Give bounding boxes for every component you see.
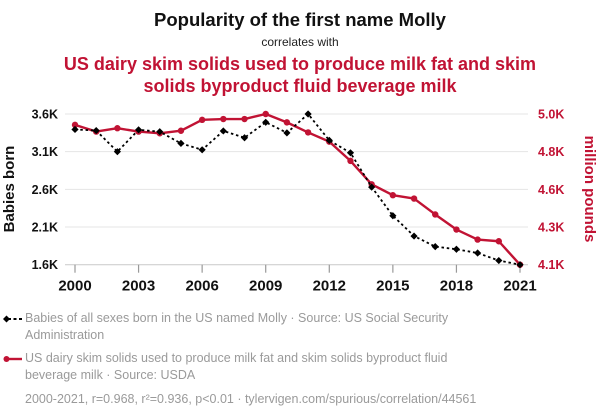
data-point-diamond (516, 261, 524, 269)
data-point-circle (262, 110, 269, 118)
dashed-line-diamond-icon (3, 315, 22, 323)
data-point-circle (432, 211, 439, 218)
y-axis-left-tick-label: 1.6K (32, 258, 58, 272)
legend-item-skim-solids: US dairy skim solids used to produce mil… (3, 350, 600, 384)
y-axis-left-tick-label: 2.6K (32, 183, 58, 197)
legend-item-molly: Babies of all sexes born in the US named… (3, 310, 600, 344)
data-point-diamond (262, 118, 270, 126)
y-axis-right-tick-label: 4.6K (538, 183, 564, 197)
data-point-diamond (368, 183, 376, 191)
data-point-circle (453, 226, 460, 233)
data-point-diamond (198, 146, 206, 154)
data-point-diamond (283, 129, 291, 137)
y-axis-right-tick-label: 5.0K (538, 108, 564, 122)
data-point-circle (198, 116, 206, 124)
correlates-with-text: correlates with (261, 35, 339, 49)
y-axis-right-title: million pounds (581, 136, 598, 243)
data-point-diamond (177, 139, 185, 147)
data-point-diamond (92, 126, 100, 135)
data-point-diamond (474, 249, 482, 257)
data-point-circle (177, 127, 185, 134)
data-point-diamond (346, 149, 355, 157)
y-axis-left-title: Babies born (1, 146, 18, 233)
data-point-circle (347, 157, 354, 165)
data-point-diamond (431, 243, 439, 251)
y-axis-left-tick-label: 3.6K (32, 108, 58, 122)
chart-area: 3.6K 5.0K 3.1K 4.8K 2.6K 4.6K 2.1K 4.3K 1.6K 4.1K… (0, 99, 600, 304)
data-point-circle (241, 115, 248, 123)
data-point-diamond (71, 125, 79, 134)
data-point-diamond (134, 126, 143, 134)
x-axis-tick-label: 2021 (503, 278, 536, 295)
data-point-circle (474, 236, 481, 243)
x-axis-tick-label: 2009 (249, 278, 282, 295)
legend-label: Babies of all sexes born in the US named… (25, 311, 449, 342)
data-point-circle (389, 192, 397, 199)
data-point-circle (114, 125, 121, 132)
stats-footnote: 2000-2021, r=0.968, r²=0.936, p<0.01 · t… (25, 392, 477, 406)
page-title: Popularity of the first name Molly (154, 9, 446, 30)
data-point-diamond (304, 110, 312, 118)
chart-header: Popularity of the first name Molly corre… (0, 8, 600, 97)
data-point-diamond (495, 256, 503, 265)
chart-legend: Babies of all sexes born in the US named… (3, 310, 600, 384)
y-axis-right-tick-label: 4.1K (538, 258, 564, 272)
y-axis-left-tick-label: 3.1K (32, 145, 58, 159)
y-axis-right-tick-label: 4.8K (538, 145, 564, 159)
x-axis-tick-label: 2012 (313, 278, 346, 295)
legend-label: US dairy skim solids used to produce mil… (25, 351, 448, 382)
x-axis-tick-label: 2000 (58, 278, 91, 295)
data-point-diamond (219, 127, 227, 135)
data-point-circle (304, 129, 312, 136)
secondary-title: US dairy skim solids used to produce mil… (63, 54, 537, 96)
spurious-correlation-card: Popularity of the first name Molly corre… (0, 8, 600, 414)
data-point-circle (71, 121, 79, 129)
x-axis-tick-label: 2018 (440, 278, 473, 295)
y-axis-right-tick-label: 4.3K (538, 221, 564, 235)
series-line-1 (74, 112, 521, 266)
data-point-diamond (410, 232, 418, 240)
data-point-circle (283, 119, 291, 126)
solid-line-dot-icon (3, 356, 22, 362)
data-point-circle (220, 115, 227, 123)
chart-svg: 3.6K 5.0K 3.1K 4.8K 2.6K 4.6K 2.1K 4.3K 1.6K 4.1K… (1, 108, 598, 295)
data-point-diamond (452, 245, 461, 253)
series-line-0 (74, 112, 521, 266)
data-point-diamond (389, 212, 397, 220)
x-axis-tick-label: 2006 (185, 278, 218, 295)
data-point-circle (410, 195, 418, 202)
data-point-diamond (325, 136, 333, 144)
y-axis-left-tick-label: 2.1K (32, 221, 58, 235)
data-point-circle (495, 238, 503, 245)
x-axis-tick-label: 2015 (376, 278, 409, 295)
data-point-diamond (113, 148, 121, 156)
x-axis-tick-label: 2003 (122, 278, 155, 295)
data-point-diamond (240, 134, 249, 142)
data-point-diamond (156, 128, 164, 136)
